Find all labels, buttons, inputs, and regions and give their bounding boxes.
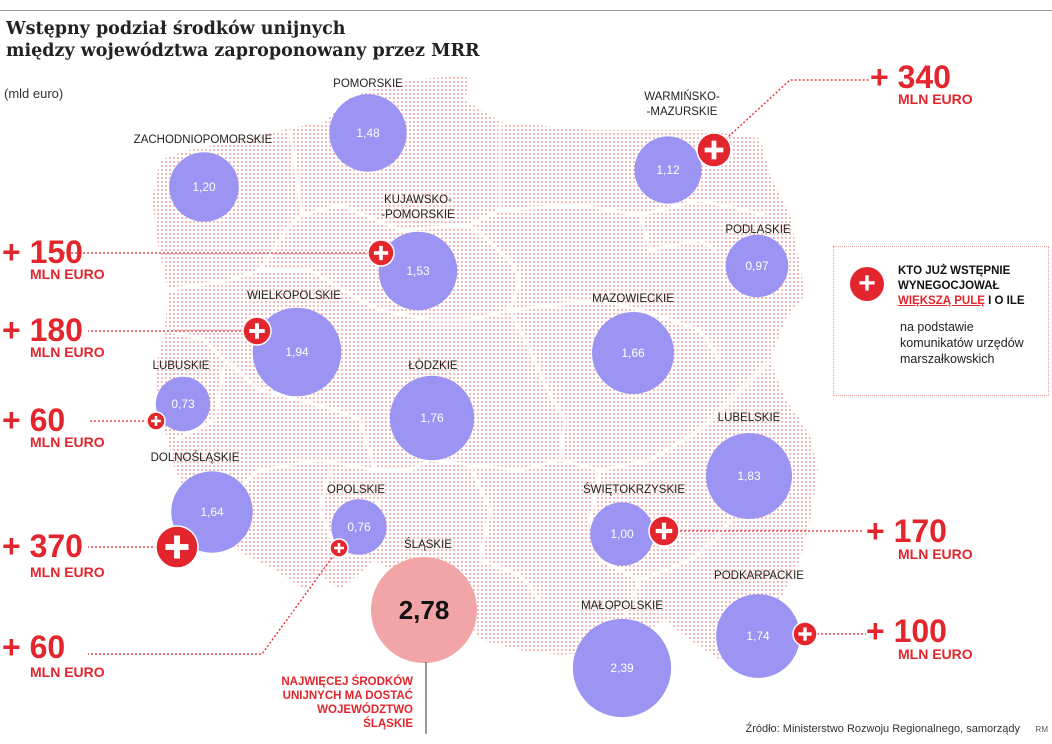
extra-unit-wielkopolskie: MLN EURO xyxy=(30,344,105,360)
annotation-line-4: ŚLĄSKIE xyxy=(363,717,413,730)
region-name-zachodniopomorskie: ZACHODNIOPOMORSKIE xyxy=(134,134,273,146)
annotation-line-1: NAJWIĘCEJ ŚRODKÓW xyxy=(281,675,413,688)
plus-icon-bar-v-lubuskie xyxy=(154,416,158,426)
unit-label: (mld euro) xyxy=(4,86,64,101)
bubble-pomorskie xyxy=(329,94,407,172)
plus-icon-bar-v-podkarpackie xyxy=(803,627,807,641)
region-name-slaskie: ŚLĄSKIE xyxy=(404,538,452,551)
region-name-lubelskie: LUBELSKIE xyxy=(718,412,781,424)
extra-amount-wielkopolskie: + 180 xyxy=(2,312,83,348)
region-name-lodzkie: ŁÓDZKIE xyxy=(408,359,458,372)
bubble-wielkopolskie xyxy=(252,307,342,397)
bubble-kujawsko-pomorskie xyxy=(378,231,458,311)
region-name-pomorskie: POMORSKIE xyxy=(333,78,403,90)
value-label-mazowieckie: 1,66 xyxy=(621,346,645,360)
region-name-wielkopolskie: WIELKOPOLSKIE xyxy=(247,290,341,302)
region-name-dolnoslaskie: DOLNOŚLĄSKIE xyxy=(151,451,240,464)
legend-box: + KTO JUŻ WSTĘPNIE WYNEGOCJOWAŁ WIĘKSZĄ … xyxy=(833,246,1049,396)
value-label-pomorskie: 1,48 xyxy=(356,126,380,140)
bubble-slaskie xyxy=(371,557,477,663)
legend-plus-icon: + xyxy=(850,267,884,301)
region-name-opolskie: OPOLSKIE xyxy=(327,484,385,496)
annotation-line-2: UNIJNYCH MA DOSTAĆ xyxy=(283,689,413,702)
region-name-swietokrzyskie: ŚWIĘTOKRZYSKIE xyxy=(583,483,685,496)
region-name-podlaskie: PODLASKIE xyxy=(725,224,791,236)
bubble-lubelskie xyxy=(706,433,792,519)
source-note: Źródło: Ministerstwo Rozwoju Regionalneg… xyxy=(745,723,1020,735)
bubble-lodzkie xyxy=(389,375,475,461)
extra-unit-opolskie: MLN EURO xyxy=(30,664,105,680)
chart-title: Wstępny podział środków unijnych między … xyxy=(6,18,480,62)
plus-icon-bar-v-kujawsko-pomorskie xyxy=(379,245,383,261)
value-label-zachodniopomorskie: 1,20 xyxy=(192,180,216,194)
value-label-lubuskie: 0,73 xyxy=(171,397,195,411)
legend-title-highlight: WIĘKSZĄ PULĘ xyxy=(898,295,985,307)
legend-title-line-1: KTO JUŻ WSTĘPNIE xyxy=(898,265,1011,277)
extra-amount-warminsko-mazurskie: + 340 xyxy=(870,59,951,95)
legend-title-line-2: WYNEGOCJOWAŁ xyxy=(898,280,1000,292)
bubble-warminsko-mazurskie xyxy=(634,136,702,204)
plus-icon-bar-v-opolskie xyxy=(337,543,341,553)
top-rule xyxy=(0,10,1052,11)
extra-unit-swietokrzyskie: MLN EURO xyxy=(898,546,973,562)
legend-title: KTO JUŻ WSTĘPNIE WYNEGOCJOWAŁ WIĘKSZĄ PU… xyxy=(898,264,1025,309)
value-label-wielkopolskie: 1,94 xyxy=(285,345,309,359)
extra-amount-dolnoslaskie: + 370 xyxy=(2,528,83,564)
extra-unit-warminsko-mazurskie: MLN EURO xyxy=(898,91,973,107)
value-label-slaskie: 2,78 xyxy=(399,595,450,625)
value-label-podlaskie: 0,97 xyxy=(745,259,769,273)
value-label-dolnoslaskie: 1,64 xyxy=(200,505,224,519)
value-label-kujawsko-pomorskie: 1,53 xyxy=(406,264,430,278)
extra-amount-lubuskie: + 60 xyxy=(2,402,65,438)
value-label-opolskie: 0,76 xyxy=(347,520,371,534)
legend-title-tail: I O ILE xyxy=(988,295,1025,307)
plus-icon-bar-v-warminsko-mazurskie xyxy=(711,140,717,160)
extra-unit-podkarpackie: MLN EURO xyxy=(898,646,973,662)
bubble-swietokrzyskie xyxy=(590,502,654,566)
bubble-mazowieckie xyxy=(592,312,674,394)
region-name-lubuskie: LUBUSKIE xyxy=(153,360,210,372)
plus-icon-bar-v-swietokrzyskie xyxy=(661,522,667,540)
plus-icon-bar-v-wielkopolskie xyxy=(255,323,259,339)
annotation-line-3: WOJEWÓDZTWO xyxy=(317,703,413,716)
extra-unit-lubuskie: MLN EURO xyxy=(30,434,105,450)
title-line-1: Wstępny podział środków unijnych xyxy=(6,19,346,39)
region-name-malopolskie: MAŁOPOLSKIE xyxy=(581,600,663,612)
value-label-lubelskie: 1,83 xyxy=(737,469,761,483)
region-name-warminsko-mazurskie-line-2: -MAZURSKIE xyxy=(647,106,718,118)
value-label-malopolskie: 2,39 xyxy=(610,661,634,675)
value-label-podkarpackie: 1,74 xyxy=(746,629,770,643)
bubble-podkarpackie xyxy=(716,594,800,678)
legend-note: na podstawie komunikatów urzędów marszał… xyxy=(900,320,1024,366)
extra-unit-dolnoslaskie: MLN EURO xyxy=(30,564,105,580)
extra-amount-kujawsko-pomorskie: + 150 xyxy=(2,234,83,270)
region-borders xyxy=(164,122,772,651)
region-name-kujawsko-pomorskie-line-1: KUJAWSKO- xyxy=(384,194,452,206)
value-label-swietokrzyskie: 1,00 xyxy=(610,527,634,541)
region-name-warminsko-mazurskie-line-1: WARMIŃSKO- xyxy=(644,90,720,103)
bubble-malopolskie xyxy=(572,618,672,718)
title-line-2: między województwa zaproponowany przez M… xyxy=(6,41,480,61)
bubble-podlaskie xyxy=(725,234,789,298)
extra-unit-kujawsko-pomorskie: MLN EURO xyxy=(30,266,105,282)
poland-map-outline xyxy=(152,76,818,660)
region-name-kujawsko-pomorskie-line-2: -POMORSKIE xyxy=(381,209,455,221)
bubble-lubuskie xyxy=(155,376,211,432)
extra-amount-opolskie: + 60 xyxy=(2,629,65,665)
extra-amount-swietokrzyskie: + 170 xyxy=(866,513,947,549)
author-initials: RM xyxy=(1035,725,1048,734)
value-label-warminsko-mazurskie: 1,12 xyxy=(656,163,680,177)
region-name-mazowieckie: MAZOWIECKIE xyxy=(592,293,674,305)
value-label-lodzkie: 1,76 xyxy=(420,411,444,425)
extra-amount-podkarpackie: + 100 xyxy=(866,613,947,649)
bubble-zachodniopomorskie xyxy=(169,152,239,222)
region-name-podkarpackie: PODKARPACKIE xyxy=(714,570,804,582)
plus-icon-bar-v-dolnoslaskie xyxy=(174,535,180,559)
leader-line-warminsko-mazurskie xyxy=(713,79,870,151)
